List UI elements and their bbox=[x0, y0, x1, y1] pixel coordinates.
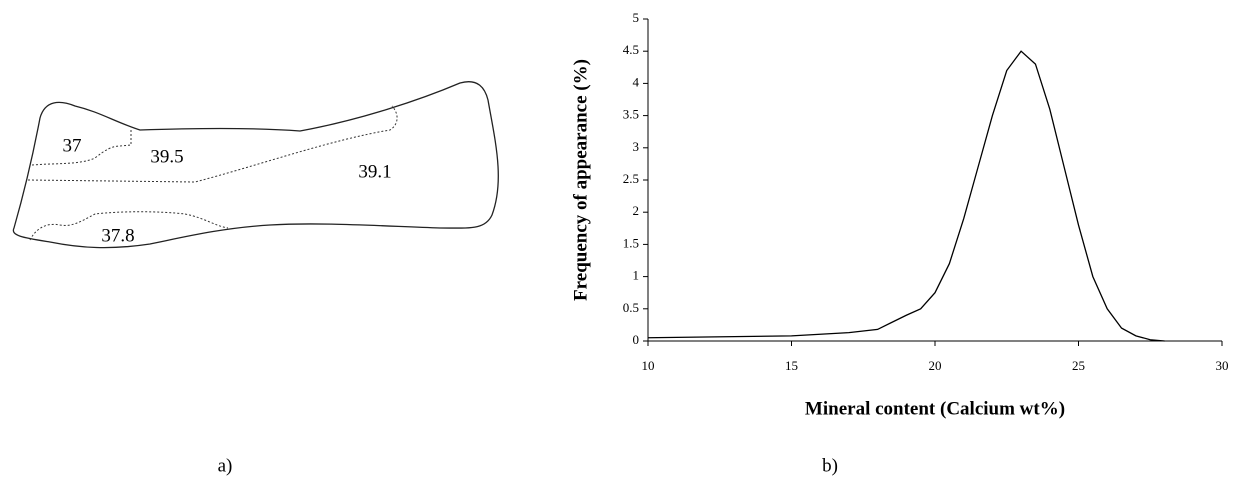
data-line bbox=[647, 50, 1165, 342]
region-label: 39.5 bbox=[150, 146, 183, 167]
y-tick-label: 3.5 bbox=[623, 107, 639, 122]
y-tick-label: 1 bbox=[633, 268, 640, 283]
y-tick-label: 0 bbox=[633, 332, 640, 347]
caption: a) bbox=[218, 455, 233, 476]
y-tick-label: 2 bbox=[633, 203, 640, 218]
bone-outline bbox=[12, 81, 499, 249]
region-label: 37.8 bbox=[101, 225, 134, 246]
region-border bbox=[31, 128, 132, 166]
region-border bbox=[27, 105, 398, 183]
x-axis-title: Mineral content (Calcium wt%) bbox=[805, 398, 1065, 419]
y-tick-label: 1.5 bbox=[623, 235, 639, 250]
x-tick-label: 15 bbox=[785, 358, 798, 373]
x-tick-label: 25 bbox=[1072, 358, 1085, 373]
y-tick-label: 5 bbox=[633, 10, 640, 25]
caption: b) bbox=[822, 455, 838, 476]
x-tick-label: 10 bbox=[642, 358, 655, 373]
y-tick-label: 0.5 bbox=[623, 300, 639, 315]
y-axis-title: Frequency of appearance (%) bbox=[570, 59, 591, 301]
x-tick-label: 30 bbox=[1216, 358, 1229, 373]
region-border bbox=[29, 211, 229, 241]
y-tick-label: 4.5 bbox=[623, 42, 639, 57]
diagram: 37 39.5 39.1 37.8 a) bbox=[12, 81, 499, 476]
y-tick-label: 3 bbox=[633, 139, 640, 154]
y-tick-label: 4 bbox=[633, 74, 640, 89]
region-label: 39.1 bbox=[358, 161, 391, 182]
y-tick-label: 2.5 bbox=[623, 171, 639, 186]
region-label: 37 bbox=[63, 135, 82, 156]
x-tick-label: 20 bbox=[929, 358, 942, 373]
